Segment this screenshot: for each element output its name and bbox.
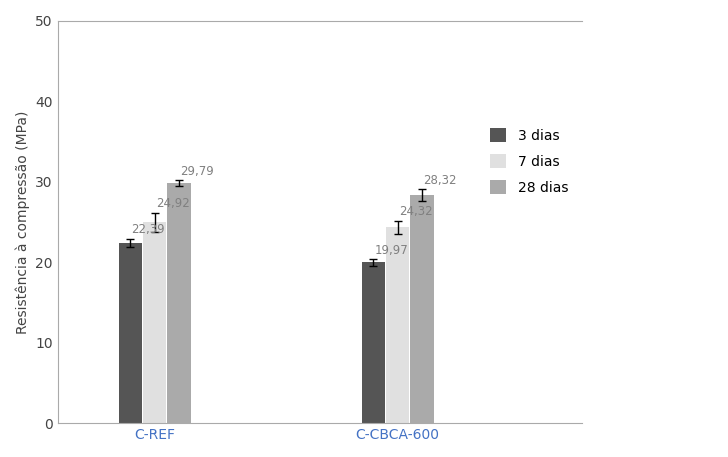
- Text: 22,39: 22,39: [132, 223, 165, 236]
- Legend: 3 dias, 7 dias, 28 dias: 3 dias, 7 dias, 28 dias: [483, 121, 575, 202]
- Bar: [362, 262, 385, 423]
- Bar: [167, 183, 191, 423]
- Bar: [143, 223, 167, 423]
- Bar: [386, 227, 409, 423]
- Text: 24,92: 24,92: [156, 197, 189, 210]
- Text: 24,32: 24,32: [399, 206, 432, 218]
- Text: 28,32: 28,32: [423, 174, 456, 187]
- Bar: [119, 243, 142, 423]
- Bar: [411, 195, 434, 423]
- Text: 29,79: 29,79: [180, 165, 214, 178]
- Y-axis label: Resistência à compressão (MPa): Resistência à compressão (MPa): [15, 110, 30, 334]
- Text: 19,97: 19,97: [374, 244, 408, 257]
